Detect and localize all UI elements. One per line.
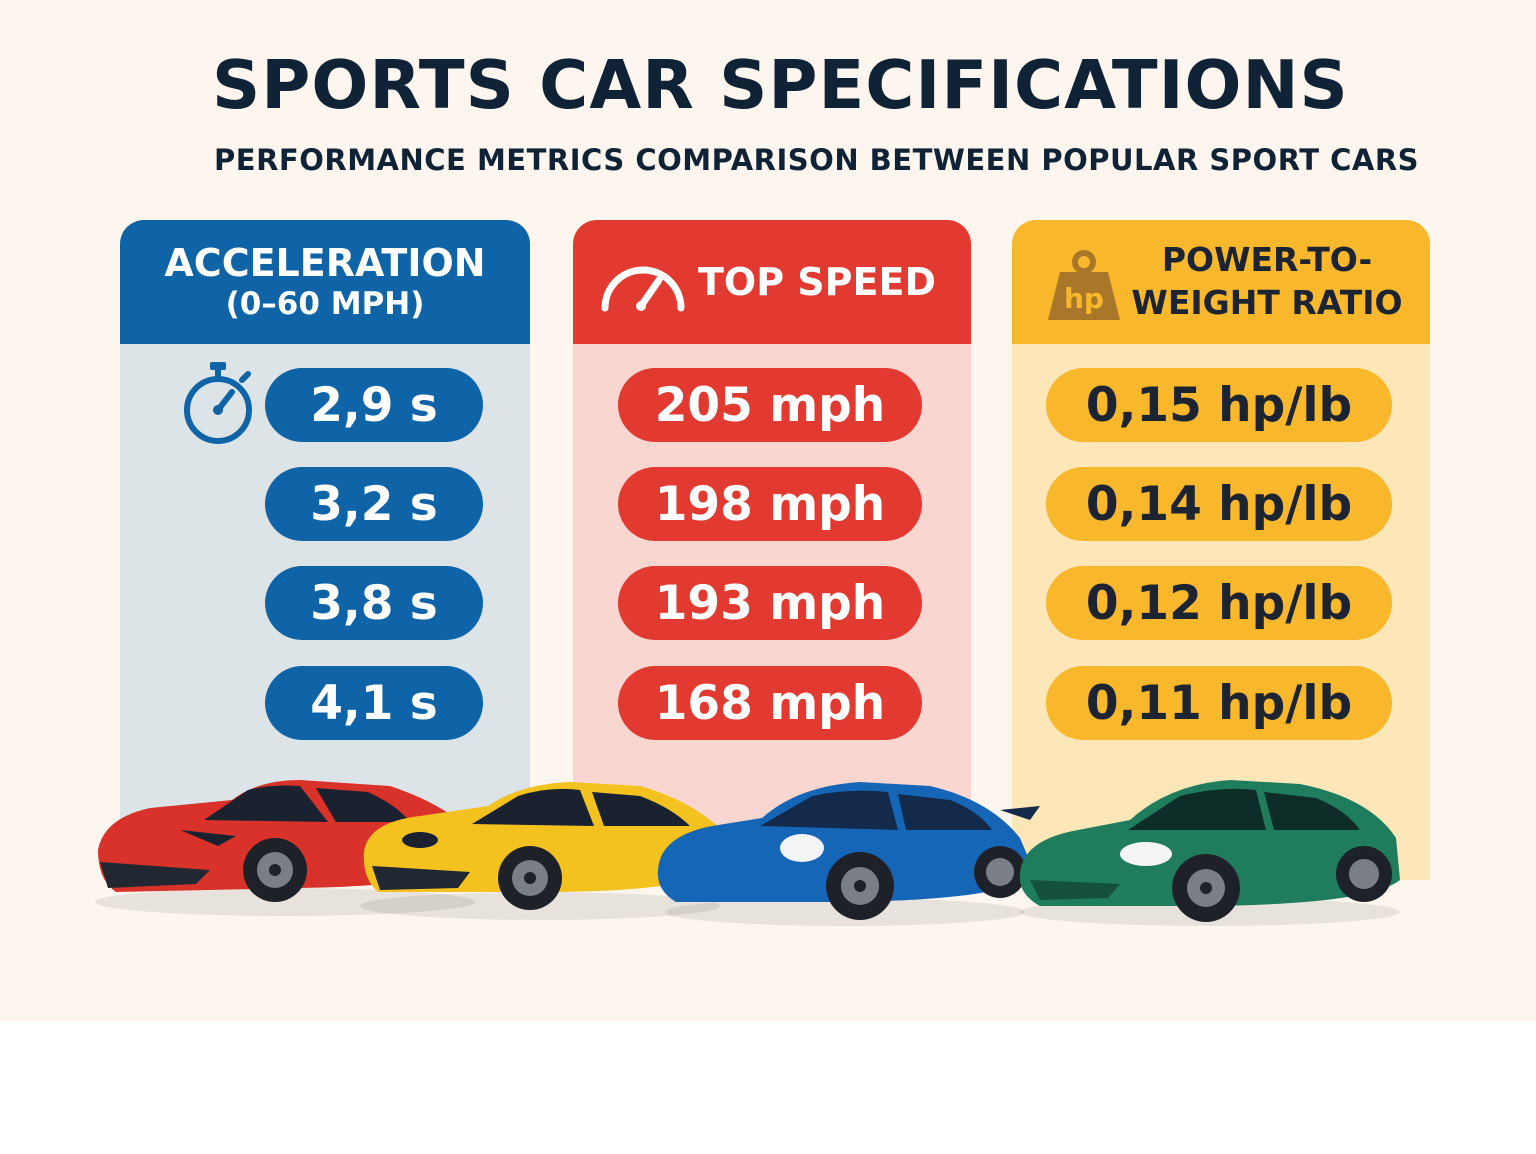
cars-illustration bbox=[95, 780, 1400, 926]
acceleration-subheading: (0–60 MPH) bbox=[225, 286, 425, 323]
acceleration-value-1: 2,9 s bbox=[265, 368, 483, 442]
green-sports-car bbox=[1019, 780, 1400, 926]
acceleration-value-4: 4,1 s bbox=[265, 666, 483, 740]
stopwatch-icon bbox=[184, 362, 252, 444]
power-to-weight-panel: hp POWER-TO- WEIGHT RATIO 0,15 hp/lb 0,1… bbox=[1012, 220, 1430, 880]
weight-hp-icon: hp bbox=[1048, 250, 1120, 320]
power-to-weight-heading-line2: WEIGHT RATIO bbox=[1131, 283, 1403, 322]
speedometer-icon bbox=[601, 266, 685, 312]
top-speed-value-3: 193 mph bbox=[618, 566, 922, 640]
power-to-weight-header: hp POWER-TO- WEIGHT RATIO bbox=[1012, 220, 1430, 344]
top-speed-value-2: 198 mph bbox=[618, 467, 922, 541]
blue-sports-car bbox=[657, 782, 1040, 926]
acceleration-value-3: 3,8 s bbox=[265, 566, 483, 640]
acceleration-value-2: 3,2 s bbox=[265, 467, 483, 541]
top-speed-value-4: 168 mph bbox=[618, 666, 922, 740]
top-speed-heading: TOP SPEED bbox=[698, 259, 936, 304]
top-speed-header: TOP SPEED bbox=[573, 220, 971, 344]
weight-hp-label: hp bbox=[1064, 282, 1104, 315]
power-to-weight-value-2: 0,14 hp/lb bbox=[1046, 467, 1392, 541]
infographic: SPORTS CAR SPECIFICATIONS PERFORMANCE ME… bbox=[0, 0, 1536, 1022]
page-title: SPORTS CAR SPECIFICATIONS bbox=[212, 46, 1349, 124]
acceleration-panel: ACCELERATION (0–60 MPH) 2,9 s 3,2 s 3,8 … bbox=[120, 220, 530, 880]
power-to-weight-heading-line1: POWER-TO- bbox=[1161, 240, 1373, 280]
acceleration-heading: ACCELERATION bbox=[164, 241, 486, 286]
acceleration-header: ACCELERATION (0–60 MPH) bbox=[120, 220, 530, 344]
page-subtitle: PERFORMANCE METRICS COMPARISON BETWEEN P… bbox=[214, 143, 1420, 177]
power-to-weight-value-3: 0,12 hp/lb bbox=[1046, 566, 1392, 640]
power-to-weight-value-1: 0,15 hp/lb bbox=[1046, 368, 1392, 442]
top-speed-panel: TOP SPEED 205 mph 198 mph 193 mph 168 mp… bbox=[573, 220, 971, 880]
power-to-weight-value-4: 0,11 hp/lb bbox=[1046, 666, 1392, 740]
top-speed-value-1: 205 mph bbox=[618, 368, 922, 442]
